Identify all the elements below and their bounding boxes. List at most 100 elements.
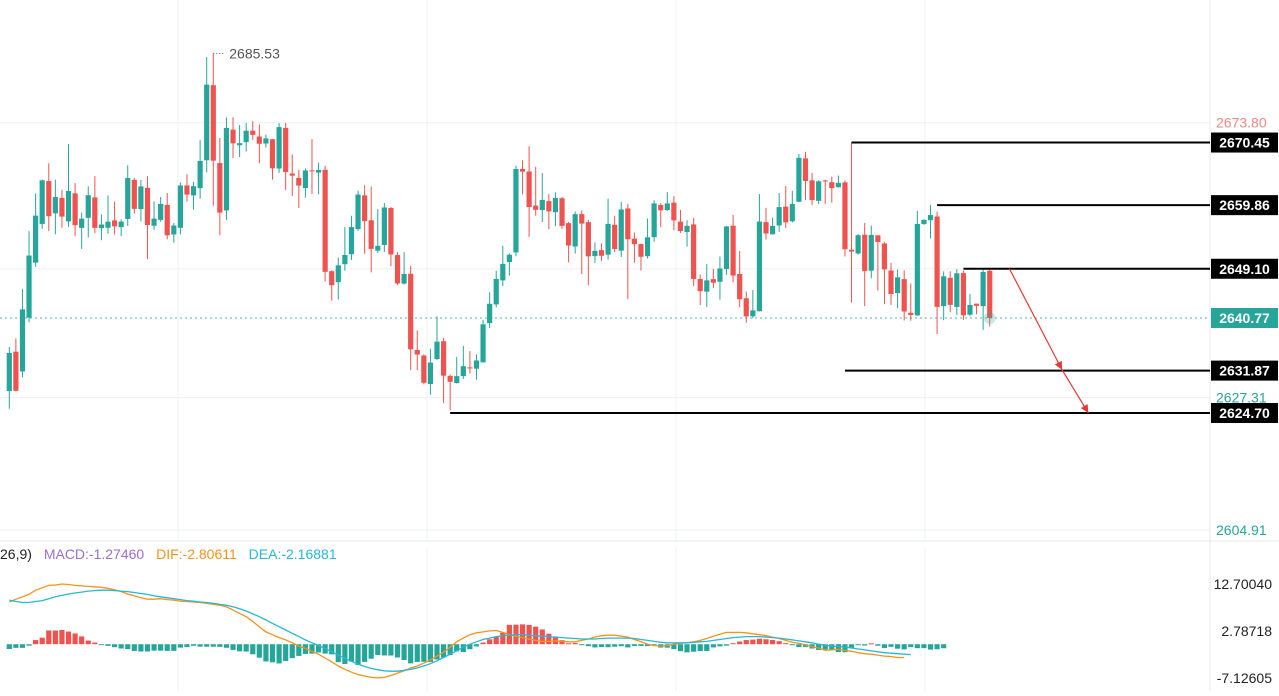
candle-body xyxy=(460,366,466,377)
macd-bar xyxy=(881,644,888,649)
candle-body xyxy=(322,169,328,272)
macd-bar xyxy=(26,644,32,646)
macd-bar xyxy=(158,644,164,651)
macd-bar xyxy=(921,644,927,649)
high-annotation-label: 2685.53 xyxy=(229,45,280,61)
current-price-line xyxy=(0,312,1210,324)
candle-body xyxy=(552,198,559,213)
candle-body xyxy=(802,158,809,181)
macd-bar xyxy=(618,644,624,647)
macd-bar xyxy=(388,644,394,656)
macd-bar xyxy=(566,643,572,645)
candle-body xyxy=(789,204,795,222)
macd-bar xyxy=(677,644,684,652)
candle-body xyxy=(960,273,966,316)
candle-body xyxy=(664,203,670,210)
candle-body xyxy=(388,207,394,255)
candle-body xyxy=(710,279,716,283)
macd-bar xyxy=(329,644,335,655)
macd-bar xyxy=(269,644,276,663)
macd-bar xyxy=(888,644,894,647)
macd-bar xyxy=(842,644,848,653)
level-price-label: 2670.45 xyxy=(1219,135,1270,151)
candle-body xyxy=(697,278,703,292)
candle-body xyxy=(914,224,920,316)
macd-bar xyxy=(671,644,677,650)
candle-body xyxy=(381,207,387,245)
candle-body xyxy=(809,180,815,201)
candle-body xyxy=(414,349,420,355)
macd-bar xyxy=(592,644,598,648)
macd-bar xyxy=(151,644,157,651)
candle-body xyxy=(888,270,894,295)
projection-arrowhead xyxy=(1080,404,1089,414)
dif-line xyxy=(9,583,905,679)
candle-body xyxy=(921,219,927,225)
macd-bar xyxy=(651,644,657,646)
macd-bar xyxy=(72,633,78,645)
candle-body xyxy=(493,278,499,305)
candle-body xyxy=(631,238,637,245)
candle-body xyxy=(756,221,763,312)
projection-arrows xyxy=(1008,268,1089,414)
macd-bar xyxy=(6,644,12,650)
candle-body xyxy=(691,224,697,279)
candle-body xyxy=(184,185,190,195)
candle-body xyxy=(717,268,723,282)
macd-bar xyxy=(572,643,578,645)
price-axis: 2673.80 2604.91 2627.31 2670.45 2659.86 2649.… xyxy=(1211,115,1278,538)
candle-body xyxy=(342,254,348,265)
macd-histogram xyxy=(6,624,947,665)
candle-body xyxy=(59,197,65,217)
current-price-glow xyxy=(983,312,996,324)
macd-bar xyxy=(204,644,210,647)
candle-body xyxy=(618,209,624,251)
candle-body xyxy=(164,204,170,236)
macd-bar xyxy=(467,644,473,650)
candle-body xyxy=(394,255,401,284)
candle-body xyxy=(348,227,355,255)
candle-body xyxy=(401,273,407,284)
candle-body xyxy=(6,352,12,392)
macd-bar xyxy=(276,644,282,664)
macd-lines xyxy=(9,583,911,679)
macd-bar xyxy=(296,644,302,656)
macd-bar xyxy=(59,629,65,645)
candle-body xyxy=(375,245,381,251)
macd-bar xyxy=(19,644,26,648)
candle-body xyxy=(973,303,980,306)
candle-body xyxy=(177,185,183,228)
macd-bar xyxy=(763,639,769,645)
candle-body xyxy=(46,181,52,217)
candle-body xyxy=(816,181,822,201)
macd-bar xyxy=(598,644,605,648)
macd-bar xyxy=(414,644,420,662)
macd-legend: 26,9) MACD:-1.27460 DIF:-2.80611 DEA:-2.… xyxy=(0,546,345,562)
candle-body xyxy=(434,341,440,359)
macd-bar xyxy=(237,644,243,652)
candle-body xyxy=(533,205,539,210)
macd-bar xyxy=(585,644,591,647)
level-price-tag xyxy=(1211,195,1278,216)
candle-body xyxy=(546,201,552,212)
macd-bar xyxy=(138,644,144,652)
candle-body xyxy=(684,225,690,233)
candle-body xyxy=(519,168,526,172)
candle-body xyxy=(987,270,993,318)
candle-body xyxy=(829,182,835,189)
candle-body xyxy=(98,224,105,229)
macd-bar xyxy=(243,644,249,652)
candle-body xyxy=(250,130,256,135)
candle-body xyxy=(72,193,78,226)
candle-body xyxy=(52,197,58,214)
candle-body xyxy=(296,177,302,186)
candle-body xyxy=(427,362,434,385)
macd-bar xyxy=(789,644,795,646)
candle-body xyxy=(454,376,460,384)
macd-bar xyxy=(644,644,651,647)
candle-body xyxy=(289,173,295,176)
candle-body xyxy=(473,360,480,369)
macd-bar xyxy=(263,644,269,662)
